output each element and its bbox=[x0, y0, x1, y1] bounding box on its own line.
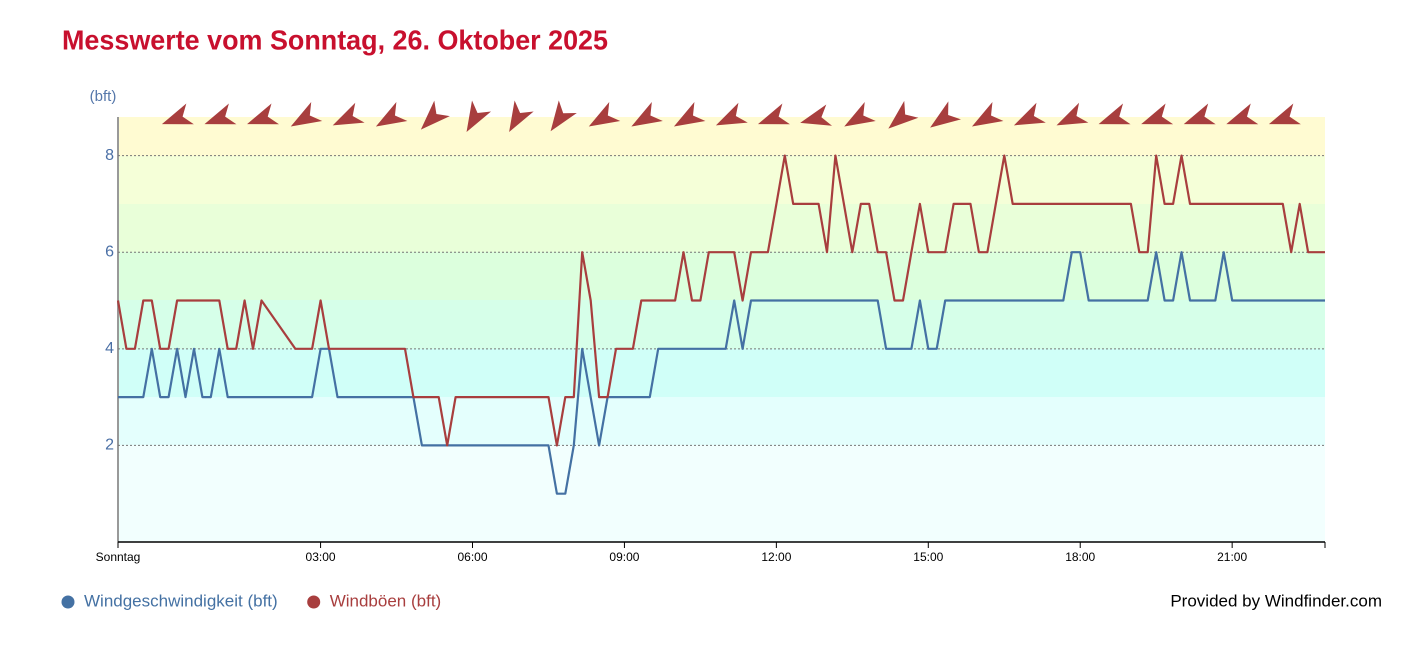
x-tick-label: 18:00 bbox=[1065, 550, 1095, 564]
wind-arrow bbox=[757, 103, 790, 125]
wind-arrow bbox=[971, 101, 1004, 127]
x-tick-label: 06:00 bbox=[457, 550, 487, 564]
wind-arrow bbox=[1098, 103, 1131, 125]
wind-arrow bbox=[1141, 103, 1174, 125]
x-tick-label: Sonntag bbox=[96, 550, 141, 564]
y-axis-label: (bft) bbox=[90, 88, 117, 105]
wind-arrow bbox=[290, 101, 323, 127]
wind-arrow bbox=[631, 101, 663, 127]
wind-arrow bbox=[1013, 102, 1046, 126]
wind-arrow bbox=[1183, 103, 1216, 125]
wind-arrow bbox=[1226, 103, 1259, 125]
credit: Provided by Windfinder.com bbox=[1170, 591, 1382, 610]
y-tick-label: 8 bbox=[105, 147, 114, 164]
series-line bbox=[118, 251, 1325, 495]
x-tick-label: 15:00 bbox=[913, 550, 943, 564]
wind-arrow bbox=[332, 102, 365, 126]
wind-arrow bbox=[930, 101, 961, 128]
x-tick-label: 21:00 bbox=[1217, 550, 1247, 564]
wind-arrow bbox=[588, 101, 621, 127]
legend-label: Windgeschwindigkeit (bft) bbox=[84, 591, 278, 610]
x-tick-label: 12:00 bbox=[761, 550, 791, 564]
wind-arrow bbox=[888, 100, 919, 129]
series-line bbox=[116, 154, 1325, 447]
x-tick-label: 03:00 bbox=[306, 550, 336, 564]
wind-arrow bbox=[550, 100, 577, 132]
wind-arrow bbox=[509, 100, 534, 132]
wind-arrow bbox=[844, 101, 876, 127]
background-bands bbox=[118, 117, 1325, 542]
wind-arrow bbox=[161, 103, 194, 125]
legend-label: Windböen (bft) bbox=[330, 591, 442, 610]
y-tick-label: 2 bbox=[105, 437, 114, 454]
legend-marker bbox=[307, 595, 321, 609]
wind-arrow bbox=[247, 103, 280, 125]
wind-arrow bbox=[466, 100, 492, 132]
y-tick-label: 6 bbox=[105, 243, 114, 260]
chart-title: Messwerte vom Sonntag, 26. Oktober 2025 bbox=[62, 24, 608, 55]
wind-arrow bbox=[715, 102, 748, 126]
wind-arrow bbox=[673, 101, 706, 127]
wind-arrow bbox=[204, 103, 237, 125]
x-tick-label: 09:00 bbox=[609, 550, 639, 564]
legend-marker bbox=[61, 595, 75, 609]
wind-arrow bbox=[1268, 103, 1301, 125]
wind-arrow bbox=[1056, 102, 1089, 126]
y-tick-label: 4 bbox=[105, 340, 114, 357]
wind-arrow bbox=[420, 100, 450, 130]
wind-arrow bbox=[800, 104, 832, 126]
wind-arrow bbox=[375, 101, 408, 127]
